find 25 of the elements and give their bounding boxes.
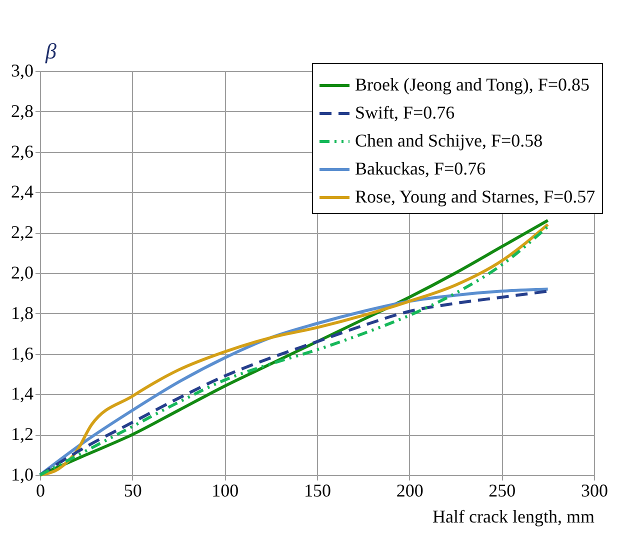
y-tick-label: 2,4 xyxy=(11,182,34,202)
legend-label: Broek (Jeong and Tong), F=0.85 xyxy=(355,74,590,94)
x-tick-label: 50 xyxy=(124,480,142,500)
y-tick-label: 2,2 xyxy=(11,222,34,242)
y-tick-label: 1,8 xyxy=(11,302,34,323)
y-tick-label: 1,2 xyxy=(11,424,34,444)
y-tick-label: 1,0 xyxy=(11,464,34,484)
y-tick-label: 1,6 xyxy=(11,343,34,364)
y-tick-label: 2,6 xyxy=(11,141,34,162)
y-tick-label: 2,8 xyxy=(11,100,34,121)
legend-label: Bakuckas, F=0.76 xyxy=(355,158,486,178)
legend-label: Swift, F=0.76 xyxy=(355,102,455,122)
legend-label: Chen and Schijve, F=0.58 xyxy=(355,130,543,150)
x-tick-label: 200 xyxy=(396,480,424,500)
x-tick-label: 250 xyxy=(488,480,516,500)
x-tick-label: 100 xyxy=(212,480,239,500)
y-tick-label: 1,4 xyxy=(11,384,34,404)
x-axis-title: Half crack length, mm xyxy=(432,506,594,526)
legend-label: Rose, Young and Starnes, F=0.57 xyxy=(355,186,596,206)
y-tick-label: 2,0 xyxy=(11,262,34,282)
y-axis-title: β xyxy=(44,38,56,64)
y-tick-label: 3,0 xyxy=(11,60,34,80)
x-tick-label: 300 xyxy=(581,480,608,500)
x-tick-label: 150 xyxy=(304,480,331,500)
x-tick-label: 0 xyxy=(36,480,45,500)
